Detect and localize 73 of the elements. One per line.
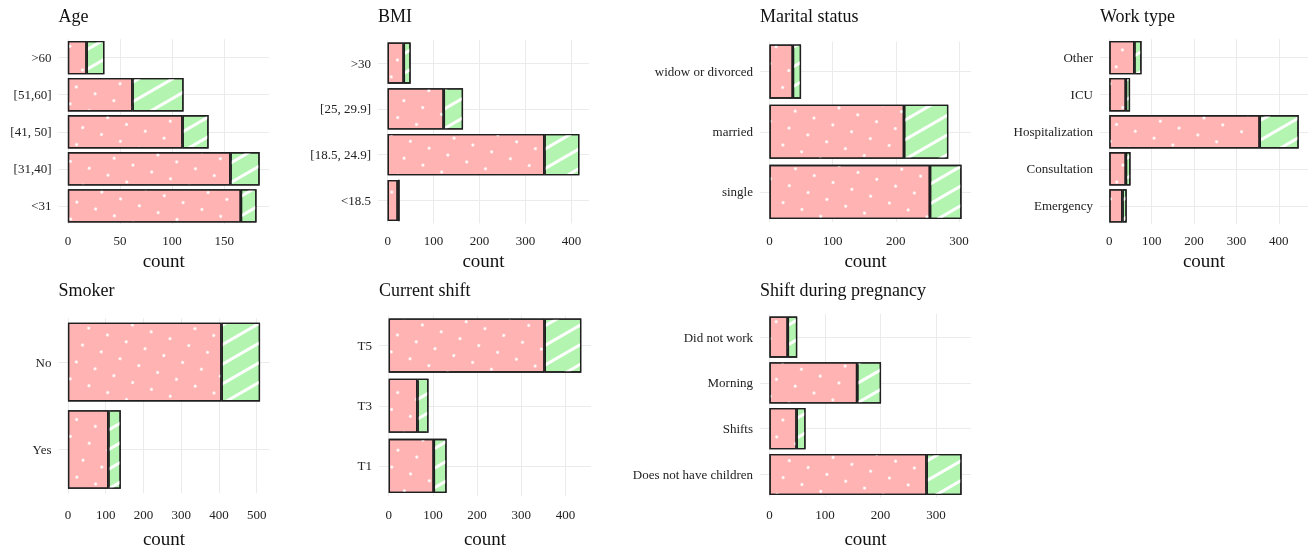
x-axis-title: count	[142, 250, 186, 272]
x-tick-label: 150	[214, 232, 234, 248]
y-tick-label: <18.5	[340, 193, 371, 208]
x-tick-label: 400	[1269, 232, 1289, 248]
x-tick-label: 100	[822, 232, 843, 248]
chart-title: Smoker	[58, 280, 115, 300]
x-tick-label: 300	[515, 232, 536, 248]
x-tick-label: 200	[469, 232, 490, 248]
x-tick-label: 500	[246, 506, 267, 522]
x-tick-label: 0	[384, 232, 391, 248]
y-tick-label: widow or divorced	[654, 64, 754, 80]
chart-title: Age	[58, 6, 89, 26]
y-tick-label: Other	[1063, 50, 1094, 66]
x-axis-title: count	[844, 527, 888, 549]
x-tick-label: 200	[886, 232, 906, 248]
chart-title: Work type	[1100, 6, 1176, 26]
x-tick-label: 0	[766, 232, 773, 248]
x-tick-label: 400	[561, 232, 582, 248]
x-tick-label: 200	[133, 506, 154, 522]
y-tick-label: single	[721, 184, 754, 200]
y-tick-label: [18.5, 24.9]	[310, 147, 371, 163]
chart-title: Marital status	[760, 6, 859, 26]
x-tick-label: 100	[815, 506, 835, 522]
y-tick-label: <31	[31, 198, 52, 214]
x-axis-title: count	[142, 527, 186, 549]
x-tick-label: 200	[467, 506, 487, 522]
x-tick-label: 0	[385, 506, 392, 522]
y-tick-label: [51,60]	[13, 87, 52, 103]
x-tick-label: 100	[162, 232, 182, 248]
x-tick-label: 0	[766, 506, 773, 522]
y-tick-label: ICU	[1070, 87, 1094, 103]
x-tick-label: 0	[64, 232, 72, 248]
y-tick-label: Consultation	[1026, 161, 1094, 177]
y-tick-label: [25, 29.9]	[320, 101, 371, 117]
y-tick-label: >60	[31, 50, 52, 66]
y-tick-label: No	[35, 354, 52, 370]
x-tick-label: 100	[423, 232, 444, 248]
x-tick-label: 50	[113, 232, 127, 248]
x-tick-label: 300	[949, 232, 969, 248]
y-tick-label: Shifts	[722, 421, 753, 437]
x-tick-label: 300	[171, 506, 191, 522]
y-tick-label: [31,40]	[13, 161, 52, 177]
chart-title: BMI	[378, 6, 413, 26]
x-tick-label: 300	[1226, 232, 1247, 248]
y-tick-label: Hospitalization	[1013, 124, 1094, 140]
y-tick-label: Emergency	[1034, 198, 1094, 214]
x-tick-label: 100	[1141, 232, 1162, 248]
x-tick-label: 300	[926, 506, 946, 522]
x-tick-label: 0	[1106, 232, 1113, 248]
x-tick-label: 200	[870, 506, 891, 522]
x-tick-label: 400	[209, 506, 229, 522]
x-tick-label: 300	[511, 506, 531, 522]
x-tick-label: 200	[1184, 232, 1204, 248]
y-tick-label: married	[712, 124, 754, 140]
y-tick-label: Morning	[707, 375, 754, 391]
y-tick-label: T3	[357, 398, 372, 414]
x-tick-label: 0	[64, 506, 72, 522]
y-tick-label: Did not work	[683, 329, 754, 345]
chart-title: Shift during pregnancy	[760, 280, 926, 300]
y-tick-label: T1	[357, 458, 372, 474]
x-axis-title: count	[844, 250, 888, 272]
y-tick-label: [41, 50]	[10, 124, 52, 140]
y-tick-label: Yes	[32, 442, 52, 457]
x-axis-title: count	[1182, 250, 1226, 272]
x-axis-title: count	[462, 250, 506, 272]
y-tick-label: T5	[357, 338, 372, 354]
x-tick-label: 100	[95, 506, 116, 522]
y-tick-label: Does not have children	[632, 467, 754, 482]
x-tick-label: 400	[555, 506, 576, 522]
chart-title: Current shift	[379, 280, 471, 300]
y-tick-label: >30	[350, 55, 371, 71]
x-tick-label: 100	[423, 506, 443, 522]
x-axis-title: count	[463, 527, 507, 549]
